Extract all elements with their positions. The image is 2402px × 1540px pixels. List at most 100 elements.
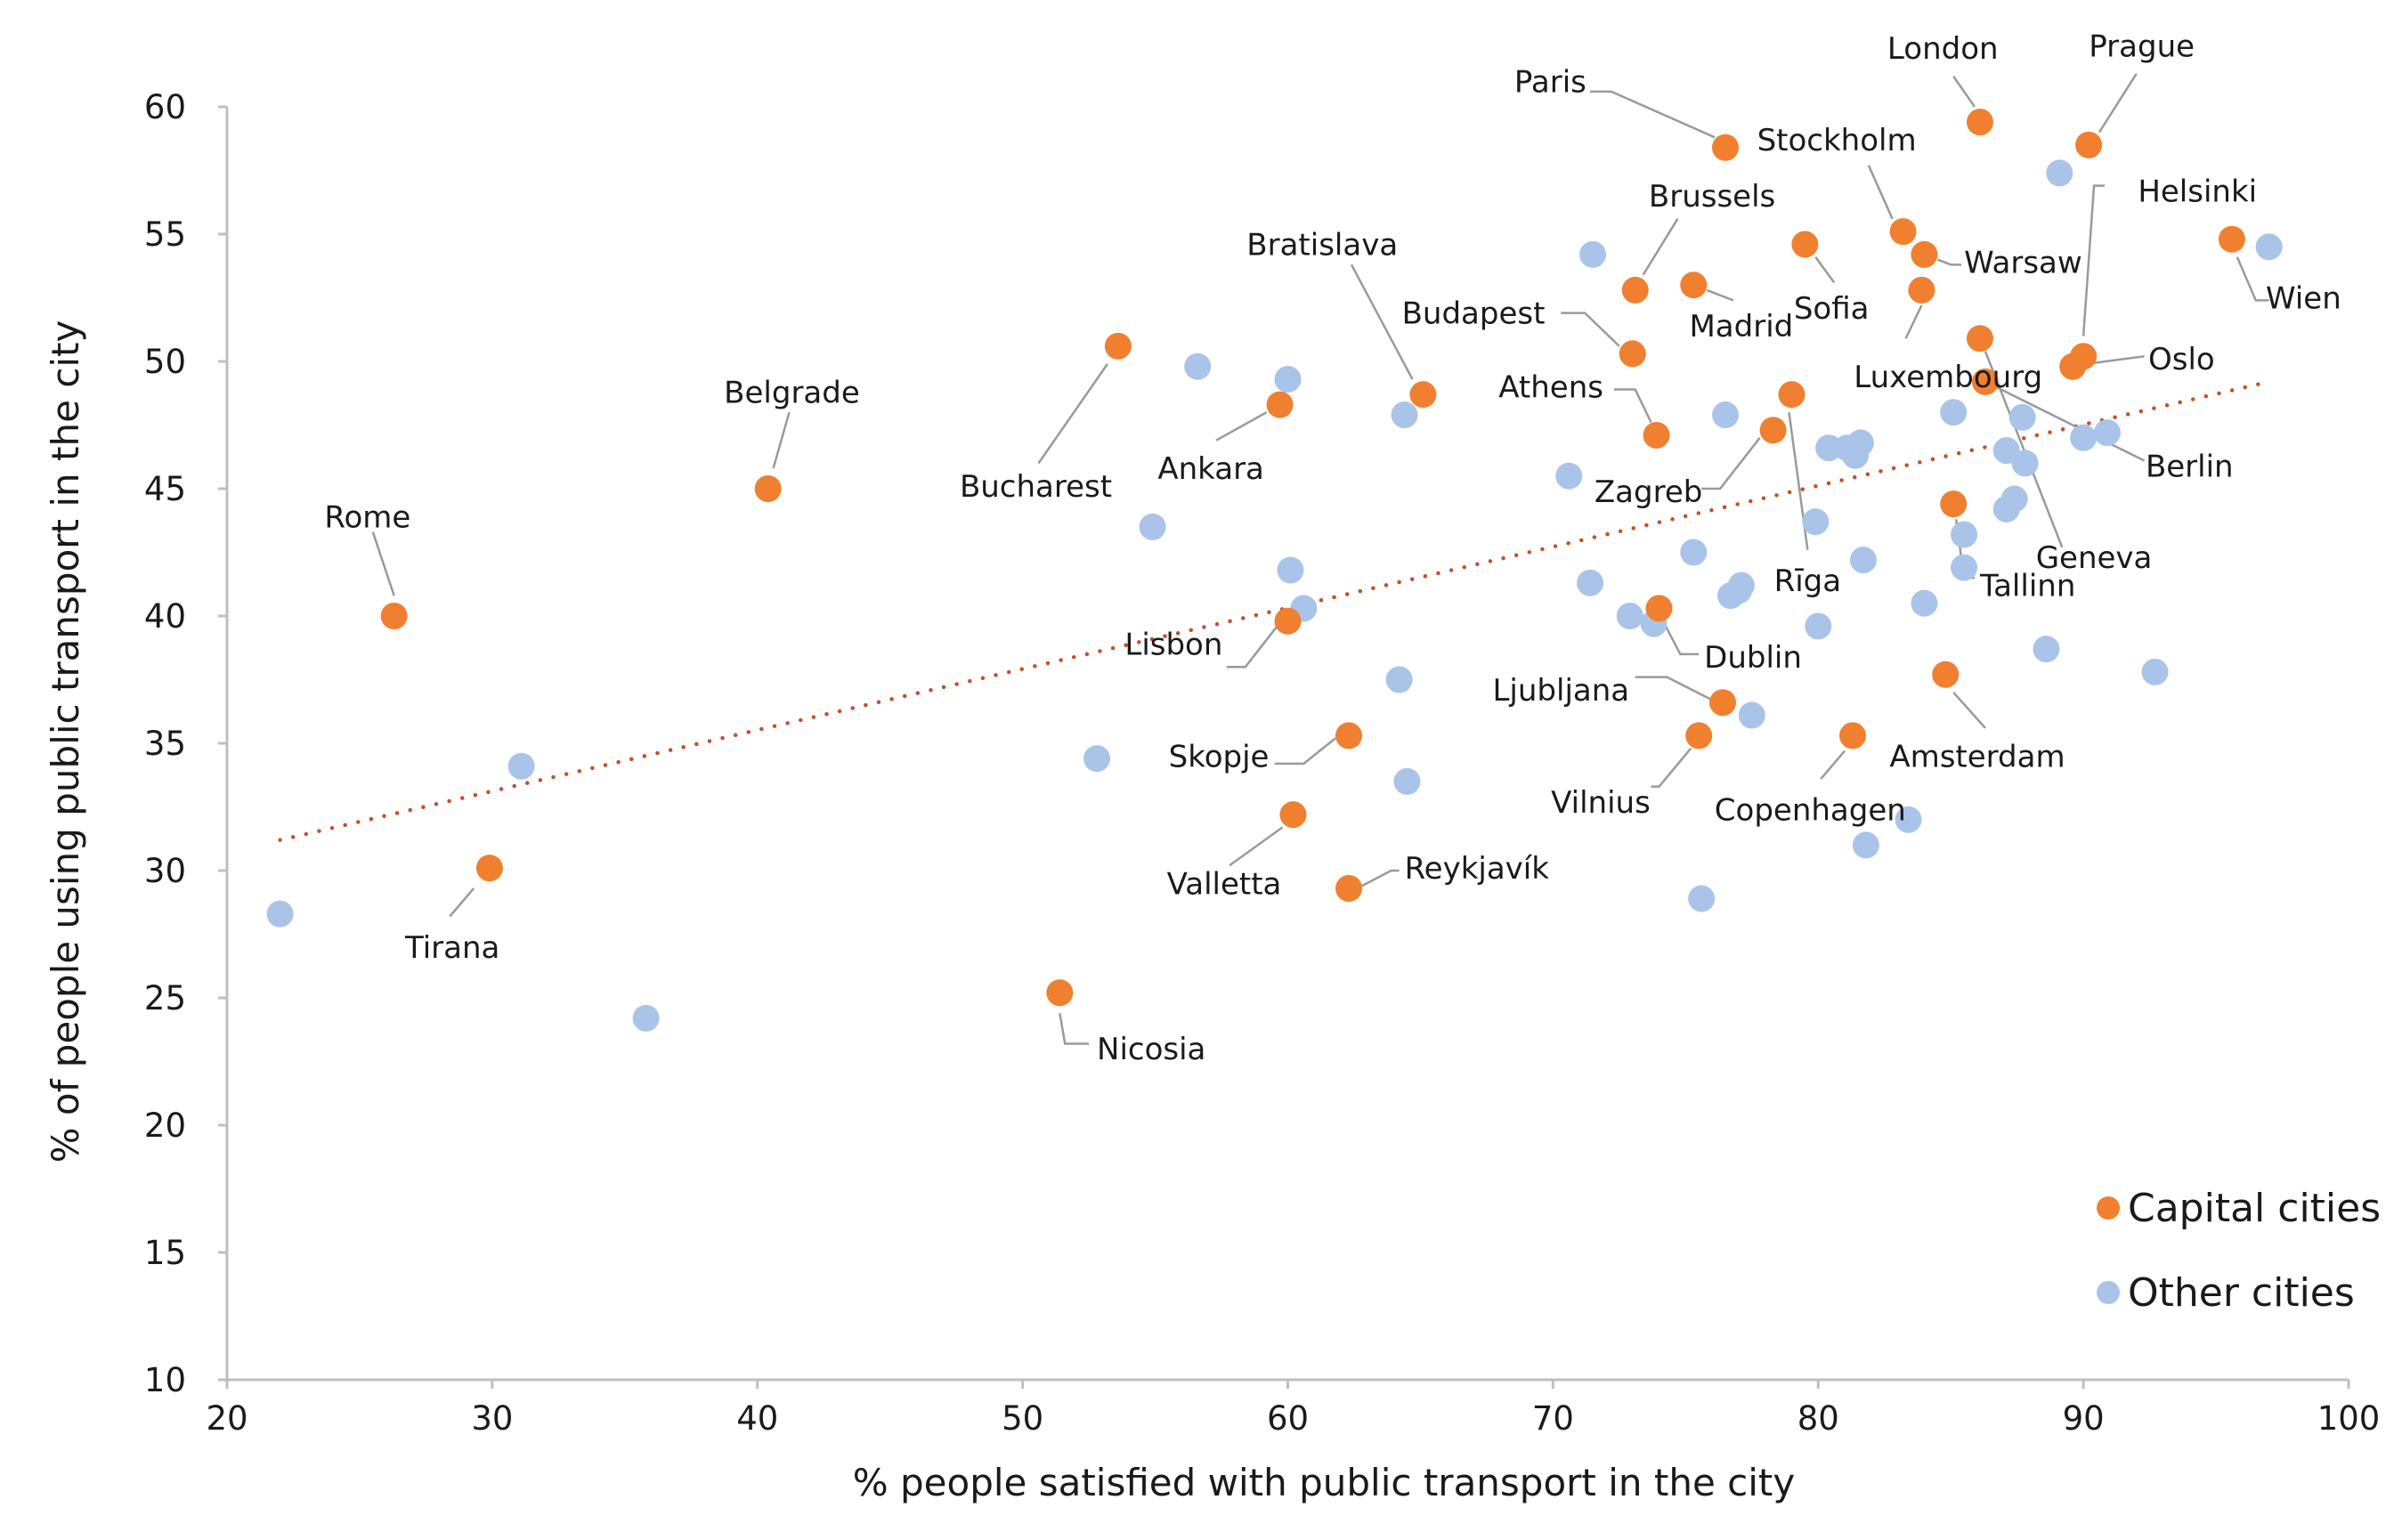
leader-line	[2081, 184, 2105, 336]
leader-line	[1613, 388, 1652, 424]
city-label: Madrid	[1689, 309, 1793, 344]
x-tick-label: 80	[1797, 1399, 1839, 1438]
x-axis-title: % people satisfied with public transport…	[853, 1461, 1796, 1504]
other-city-point	[2141, 658, 2169, 685]
capital-point	[1911, 240, 1938, 268]
y-tick-label: 15	[144, 1234, 186, 1272]
x-tick-label: 50	[1002, 1399, 1043, 1438]
capital-point	[1266, 391, 1294, 418]
y-tick-label: 40	[144, 597, 186, 636]
leader-line	[1642, 218, 1679, 276]
capital-point	[475, 855, 503, 882]
other-city-point	[2093, 419, 2121, 447]
other-city-point	[1727, 571, 1755, 599]
leader-line	[1635, 676, 1713, 701]
legend-label-other: Other cities	[2128, 1270, 2355, 1316]
other-city-point	[1805, 612, 1832, 640]
other-city-point	[1577, 569, 1604, 596]
city-label: Copenhagen	[1715, 792, 1906, 828]
other-city-point	[1184, 353, 1212, 380]
city-label: Stockholm	[1757, 123, 1917, 158]
leader-line	[1226, 625, 1278, 669]
other-city-point	[1951, 554, 1978, 581]
leader-line	[1952, 691, 1986, 729]
other-city-point	[1815, 434, 1843, 462]
other-city-point	[1951, 521, 1978, 548]
capital-point	[1889, 218, 1917, 246]
city-label: Dublin	[1704, 640, 1802, 676]
city-label: Wien	[2266, 281, 2341, 317]
leader-line	[1037, 363, 1108, 465]
capital-point	[380, 603, 408, 629]
city-label: Vilnius	[1551, 785, 1651, 821]
capital-point	[1709, 689, 1737, 717]
axes: 20 30 40 50 60 70 80 90 100 10 15 20 25 30 35 40 45 50 55 6…	[144, 88, 2380, 1438]
city-label: Lisbon	[1124, 627, 1222, 662]
capital-point	[1966, 325, 1993, 353]
city-label: Valletta	[1167, 866, 1282, 902]
leader-line	[2085, 355, 2145, 366]
capital-point	[1645, 595, 1673, 622]
leader-line	[1561, 312, 1620, 347]
y-tick-label: 55	[144, 215, 186, 254]
other-city-point	[1688, 885, 1716, 912]
other-city-point	[1680, 539, 1708, 566]
capital-point	[1643, 421, 1670, 449]
other-city-point	[632, 1004, 660, 1032]
city-label: Oslo	[2148, 342, 2215, 377]
city-label: Tallinn	[1979, 569, 2075, 604]
leader-line	[2098, 73, 2138, 134]
other-city-point	[507, 752, 535, 780]
legend: Capital cities Other cities	[2097, 1186, 2381, 1316]
other-city-point	[1393, 767, 1421, 795]
leader-lines	[371, 73, 2269, 1045]
other-city-point	[2008, 403, 2036, 431]
city-label: Geneva	[2036, 540, 2153, 576]
other-city-point	[2000, 485, 2028, 513]
capital-point	[1932, 661, 1960, 688]
other-city-point	[266, 900, 294, 928]
leader-line	[1059, 1012, 1090, 1045]
leader-line	[1904, 304, 1923, 339]
city-label: Brussels	[1649, 179, 1775, 215]
city-label: Athens	[1498, 370, 1603, 406]
other-city-point	[1139, 513, 1166, 540]
x-tick-label: 60	[1267, 1399, 1309, 1438]
leader-line	[1952, 75, 1976, 108]
y-tick-label: 50	[144, 343, 186, 381]
city-label: Sofia	[1794, 291, 1870, 327]
leader-line	[1820, 750, 1846, 780]
other-city-point	[1579, 240, 1607, 268]
leader-line	[1590, 90, 1716, 139]
x-tick-label: 30	[471, 1399, 513, 1438]
capital-point	[1335, 722, 1363, 750]
capital-point	[1335, 875, 1363, 903]
city-label: Ljubljana	[1492, 673, 1629, 709]
city-label: Luxembourg	[1854, 360, 2042, 395]
capital-point	[1908, 276, 1935, 304]
other-city-point	[1849, 547, 1877, 574]
capital-point	[1104, 332, 1132, 360]
x-tick-label: 70	[1532, 1399, 1574, 1438]
other-city-point	[1846, 429, 1874, 457]
capital-point	[1619, 340, 1646, 368]
city-label: Belgrade	[724, 375, 860, 410]
leader-line	[1867, 165, 1894, 220]
leader-line	[2236, 256, 2269, 302]
legend-marker-capital	[2097, 1196, 2120, 1220]
y-tick-label: 20	[144, 1106, 186, 1145]
capital-point	[1940, 490, 1968, 518]
city-label: London	[1887, 31, 1999, 67]
city-label: Ankara	[1157, 451, 1264, 487]
city-label: Helsinki	[2138, 174, 2257, 209]
leader-line	[1361, 869, 1400, 888]
city-label: Zagreb	[1595, 474, 1702, 510]
other-city-point	[1277, 556, 1304, 584]
y-tick-label: 60	[144, 88, 186, 126]
city-label: Warsaw	[1964, 245, 2082, 280]
leader-line	[1936, 258, 1962, 266]
other-city-point	[1852, 831, 1879, 859]
capital-point	[1838, 722, 1866, 750]
leader-line	[1706, 288, 1734, 302]
